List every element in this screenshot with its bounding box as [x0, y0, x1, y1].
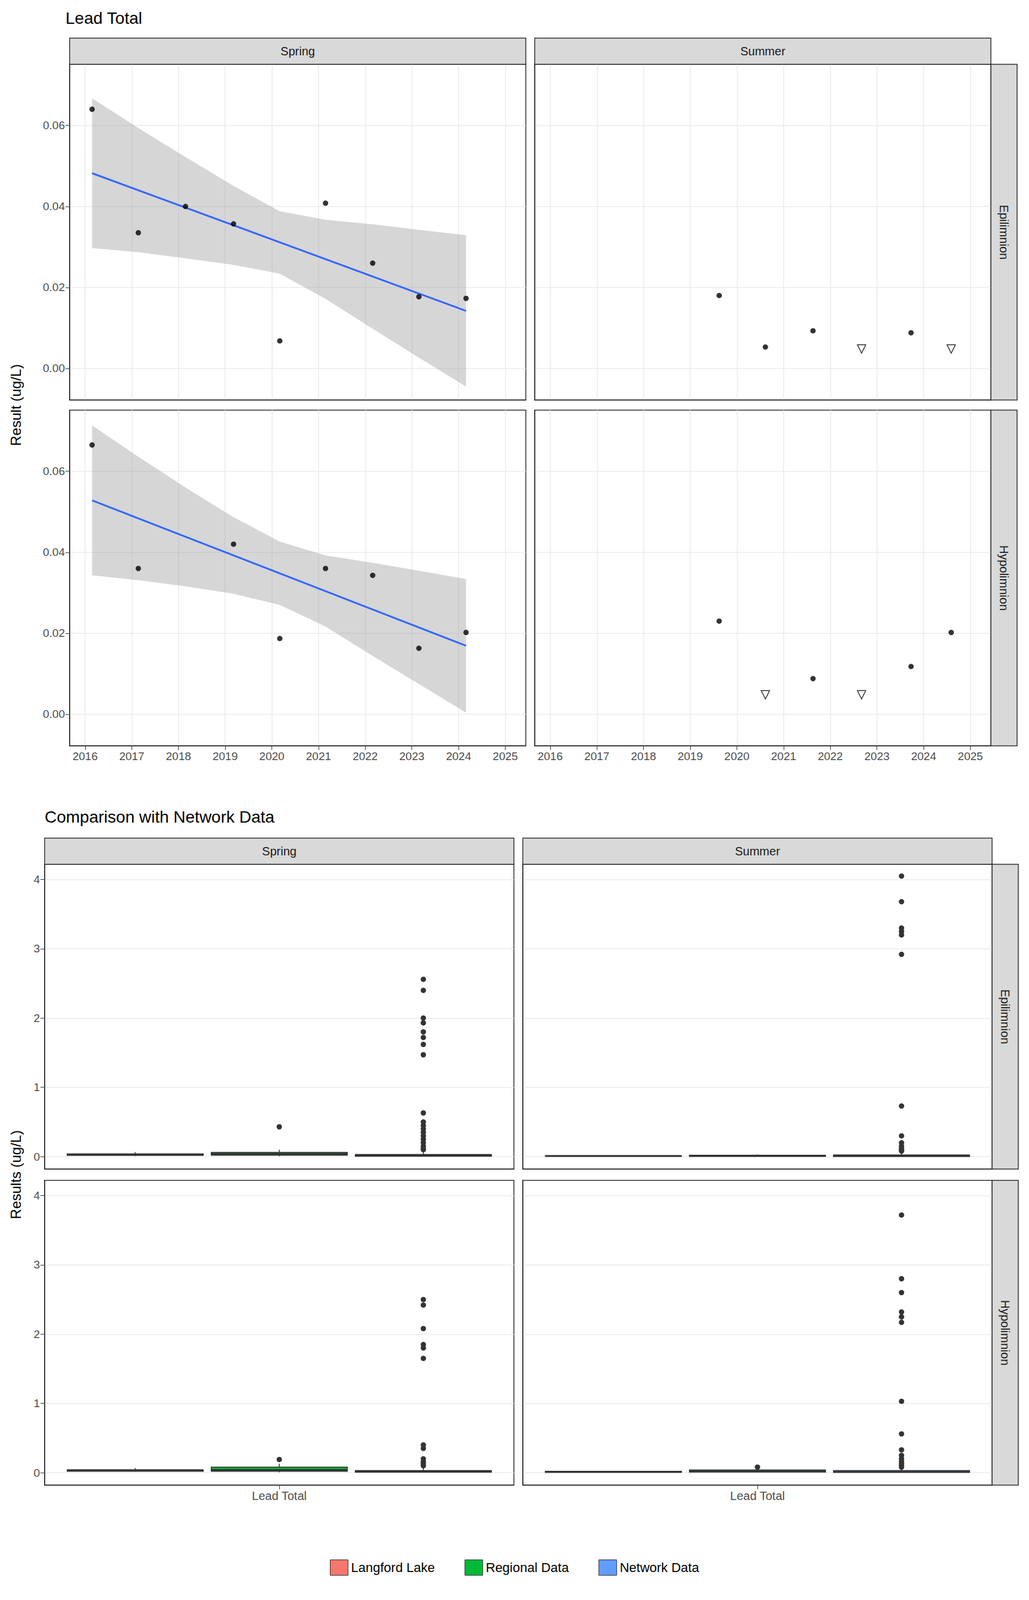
svg-text:Results (ug/L): Results (ug/L) — [7, 1130, 24, 1220]
svg-text:Hypolimnion: Hypolimnion — [997, 545, 1011, 611]
svg-text:2020: 2020 — [724, 750, 750, 763]
svg-text:Summer: Summer — [740, 44, 786, 58]
svg-text:2025: 2025 — [957, 750, 983, 763]
svg-text:0.02: 0.02 — [42, 281, 65, 294]
svg-text:2017: 2017 — [119, 750, 145, 763]
svg-text:2021: 2021 — [771, 750, 797, 763]
svg-text:0.04: 0.04 — [42, 200, 65, 213]
svg-text:Lead Total: Lead Total — [730, 1489, 785, 1504]
svg-text:Langford Lake: Langford Lake — [351, 1560, 436, 1576]
svg-text:4: 4 — [33, 1189, 40, 1203]
svg-text:2023: 2023 — [864, 750, 890, 763]
svg-text:2017: 2017 — [584, 750, 610, 763]
svg-text:2022: 2022 — [817, 750, 843, 763]
svg-text:Result (ug/L): Result (ug/L) — [7, 364, 24, 447]
svg-text:0.04: 0.04 — [42, 546, 65, 559]
svg-text:0: 0 — [33, 1467, 40, 1480]
svg-text:2021: 2021 — [306, 750, 332, 763]
svg-text:Network Data: Network Data — [619, 1560, 700, 1576]
svg-text:0.00: 0.00 — [42, 708, 65, 721]
svg-text:2016: 2016 — [537, 750, 563, 763]
svg-text:2024: 2024 — [446, 750, 472, 763]
svg-text:4: 4 — [33, 873, 40, 887]
svg-text:Lead Total: Lead Total — [65, 8, 143, 28]
svg-text:2025: 2025 — [492, 750, 518, 763]
svg-text:2019: 2019 — [212, 750, 238, 763]
svg-text:3: 3 — [33, 942, 40, 956]
svg-text:0: 0 — [33, 1151, 40, 1164]
svg-text:0.06: 0.06 — [42, 119, 65, 132]
svg-text:0.06: 0.06 — [42, 465, 65, 478]
svg-text:2024: 2024 — [911, 750, 937, 763]
svg-text:0.00: 0.00 — [42, 362, 65, 375]
svg-text:2022: 2022 — [352, 750, 378, 763]
svg-text:Spring: Spring — [280, 44, 316, 58]
svg-text:Epilimnion: Epilimnion — [997, 204, 1011, 260]
svg-text:0.02: 0.02 — [42, 627, 65, 640]
svg-text:1: 1 — [33, 1081, 40, 1094]
svg-text:2023: 2023 — [399, 750, 425, 763]
svg-text:Hypolimnion: Hypolimnion — [998, 1300, 1012, 1367]
svg-text:2018: 2018 — [631, 750, 657, 763]
svg-text:2: 2 — [33, 1012, 40, 1025]
svg-text:Summer: Summer — [734, 844, 781, 859]
svg-text:Spring: Spring — [262, 844, 297, 859]
svg-text:1: 1 — [33, 1397, 40, 1411]
svg-text:2016: 2016 — [72, 750, 98, 763]
svg-text:Epilimnion: Epilimnion — [998, 989, 1012, 1045]
svg-text:2: 2 — [33, 1328, 40, 1342]
svg-text:2019: 2019 — [677, 750, 703, 763]
svg-text:Regional Data: Regional Data — [485, 1560, 570, 1576]
svg-text:Comparison with Network Data: Comparison with Network Data — [44, 808, 275, 827]
svg-text:3: 3 — [33, 1258, 40, 1272]
svg-text:2018: 2018 — [166, 750, 192, 763]
svg-text:2020: 2020 — [259, 750, 285, 763]
svg-text:Lead Total: Lead Total — [251, 1489, 307, 1504]
